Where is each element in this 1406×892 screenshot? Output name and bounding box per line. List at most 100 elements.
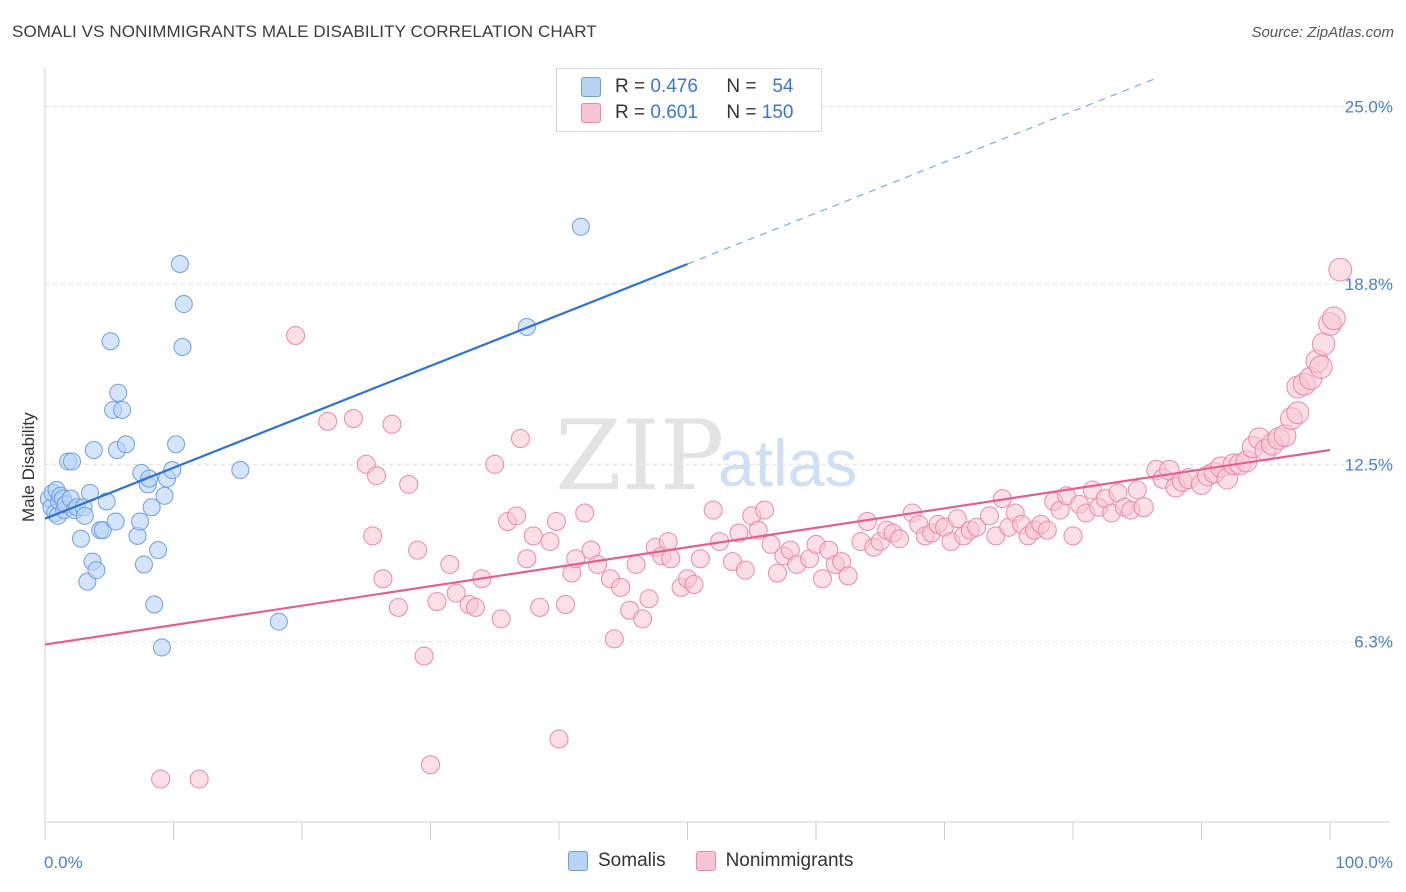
nonimmigrants-point <box>690 549 710 569</box>
nonimmigrants-point <box>440 554 460 574</box>
r-label: R = <box>615 102 646 123</box>
nonimmigrants-swatch <box>695 851 716 871</box>
nonimmigrants-trendline <box>44 448 1331 646</box>
nonimmigrants-points <box>151 257 1353 789</box>
axis-labels: Male Disability <box>19 412 38 522</box>
somalis-point <box>149 541 168 560</box>
nonimmigrants-point <box>575 503 595 523</box>
somalis-point <box>93 521 112 540</box>
nonimmigrants-point <box>549 729 569 749</box>
nonimmigrants-point <box>485 454 505 474</box>
x-tick-label: 0.0% <box>44 853 83 872</box>
nonimmigrants-swatch <box>581 103 601 123</box>
nonimmigrants-point <box>510 429 530 449</box>
somalis-point <box>269 612 288 631</box>
legend-item-somalis[interactable]: Somalis <box>568 850 666 872</box>
nonimmigrants-point <box>729 523 749 543</box>
n-label: N = <box>726 76 757 97</box>
y-tick-label: 6.3% <box>1354 633 1393 652</box>
legend-label-nonimmigrants: Nonimmigrants <box>725 850 854 871</box>
nonimmigrants-point <box>735 560 755 580</box>
nonimmigrants-point <box>446 583 466 603</box>
r-label: R = <box>615 76 646 97</box>
x-tick-label: 100.0% <box>1335 853 1393 872</box>
watermark-atlas: atlas <box>718 426 857 500</box>
somalis-point <box>84 441 103 459</box>
somalis-swatch <box>581 77 601 97</box>
nonimmigrants-point <box>626 554 646 574</box>
nonimmigrants-point <box>517 549 537 569</box>
somalis-trendline <box>44 262 688 520</box>
somalis-point <box>71 529 90 548</box>
nonimmigrants-point <box>286 326 306 346</box>
nonimmigrants-point <box>507 506 527 526</box>
n-value: 54 <box>772 76 794 97</box>
nonimmigrants-point <box>1127 480 1147 500</box>
somalis-point <box>174 295 193 314</box>
nonimmigrants-point <box>151 769 171 789</box>
r-value: 0.601 <box>650 102 698 123</box>
legend-label-somalis: Somalis <box>598 850 666 871</box>
nonimmigrants-point <box>755 500 775 520</box>
source-credit: Source: ZipAtlas.com <box>1251 24 1394 41</box>
y-axis-label: Male Disability <box>19 412 38 522</box>
y-tick-label: 25.0% <box>1345 98 1393 117</box>
nonimmigrants-point <box>1286 401 1310 425</box>
correlation-legend: R = 0.476 N = 54 R = 0.601 N = 150 <box>556 68 822 132</box>
nonimmigrants-point <box>1309 355 1333 379</box>
somalis-point <box>109 383 128 402</box>
somalis-point <box>134 555 153 574</box>
nonimmigrants-point <box>703 500 723 520</box>
nonimmigrants-point <box>1322 306 1346 331</box>
somalis-swatch <box>568 851 588 871</box>
nonimmigrants-point <box>890 529 910 549</box>
nonimmigrants-point <box>530 597 550 617</box>
somalis-point <box>101 332 120 351</box>
nonimmigrants-point <box>427 592 447 612</box>
nonimmigrants-point <box>1063 526 1083 546</box>
nonimmigrants-point <box>684 574 704 594</box>
somalis-point <box>152 638 171 657</box>
nonimmigrants-point <box>540 532 560 552</box>
somalis-point <box>155 486 174 505</box>
somalis-trendline-extension <box>687 77 1157 265</box>
nonimmigrants-point <box>1133 497 1154 518</box>
nonimmigrants-point <box>363 526 383 546</box>
somalis-point <box>231 461 250 480</box>
somalis-point <box>170 255 189 273</box>
somalis-point <box>116 435 135 454</box>
nonimmigrants-point <box>1311 332 1336 356</box>
nonimmigrants-point <box>421 755 440 775</box>
somalis-point <box>142 498 161 517</box>
nonimmigrants-point <box>343 409 363 429</box>
legend-row-somalis: R = 0.476 N = 54 <box>581 74 812 100</box>
somalis-point <box>145 595 164 614</box>
watermark-zip: ZIP <box>555 400 724 512</box>
nonimmigrants-point <box>748 520 768 540</box>
nonimmigrants-point <box>399 474 419 494</box>
nonimmigrants-point <box>408 540 428 560</box>
y-tick-label: 12.5% <box>1345 455 1393 474</box>
somalis-point <box>167 435 186 454</box>
somalis-point <box>106 512 125 531</box>
somalis-point <box>173 337 192 356</box>
somalis-points <box>39 217 590 657</box>
nonimmigrants-point <box>658 532 678 552</box>
axes: 6.3% 12.5% 18.8% 25.0% 0.0% 100.0% <box>44 68 1393 872</box>
legend-item-nonimmigrants[interactable]: Nonimmigrants <box>695 850 854 872</box>
watermark: ZIP atlas <box>555 400 857 512</box>
somalis-point <box>87 561 106 580</box>
series-legend: Somalis Nonimmigrants <box>568 850 883 872</box>
nonimmigrants-point <box>1037 520 1057 540</box>
nonimmigrants-point <box>491 609 511 629</box>
nonimmigrants-point <box>588 554 608 574</box>
nonimmigrants-point <box>465 597 485 617</box>
nonimmigrants-point <box>318 411 338 431</box>
somalis-point <box>97 492 116 511</box>
somalis-point <box>131 512 150 531</box>
nonimmigrants-point <box>1328 257 1353 282</box>
nonimmigrants-point <box>639 589 659 609</box>
nonimmigrants-point <box>414 646 434 666</box>
nonimmigrants-point <box>633 609 653 629</box>
nonimmigrants-point <box>189 769 209 789</box>
